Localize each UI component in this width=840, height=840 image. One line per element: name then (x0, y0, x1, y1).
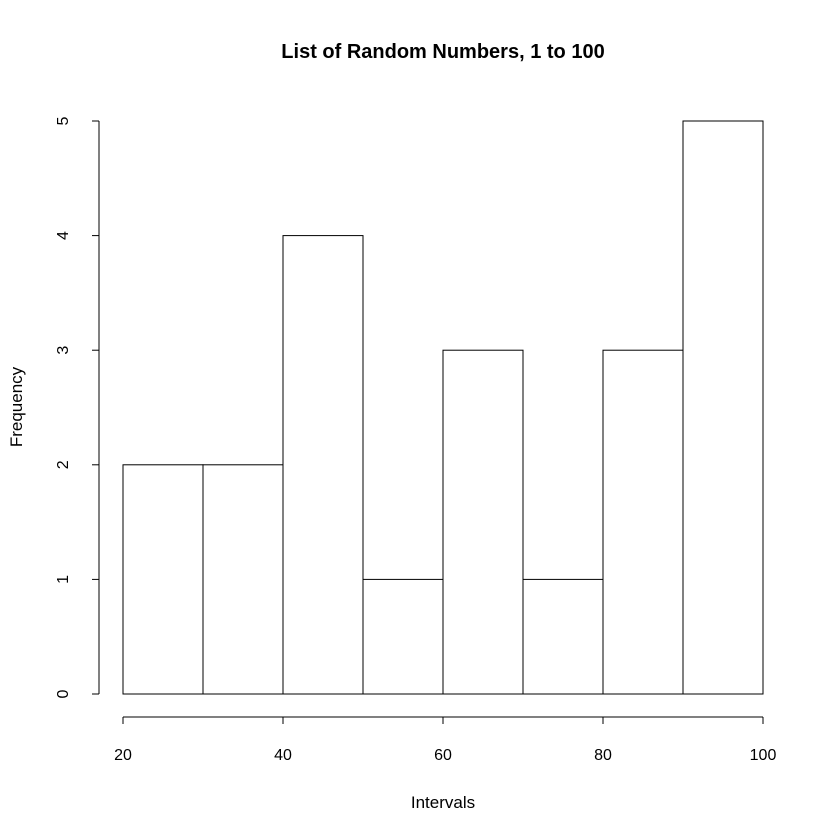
histogram-bar-5 (522, 578, 604, 695)
histogram-bar-6 (602, 349, 684, 695)
x-tick-label-80: 80 (594, 747, 612, 764)
histogram-bar-4 (442, 349, 524, 695)
y-tick-label-1: 1 (55, 575, 72, 584)
y-tick-label-0: 0 (55, 689, 72, 698)
x-tick-label-20: 20 (114, 747, 132, 764)
x-tick-label-100: 100 (750, 747, 777, 764)
bars-group (122, 120, 764, 695)
histogram-bar-3 (362, 578, 444, 695)
y-tick-label-2: 2 (55, 460, 72, 469)
histogram-bar-2 (282, 235, 364, 695)
histogram-bar-0 (122, 464, 204, 695)
x-tick-label-40: 40 (274, 747, 292, 764)
y-tick-label-4: 4 (55, 231, 72, 240)
y-axis: 0 1 2 3 4 5 (55, 116, 100, 698)
x-tick-label-60: 60 (434, 747, 452, 764)
chart-title: List of Random Numbers, 1 to 100 (281, 41, 604, 63)
y-tick-label-3: 3 (55, 346, 72, 355)
histogram-bar-7 (682, 120, 764, 695)
x-axis-label: Intervals (411, 793, 475, 812)
y-tick-label-5: 5 (55, 116, 72, 125)
y-axis-label: Frequency (7, 366, 26, 447)
histogram-bar-1 (202, 464, 284, 695)
x-axis: 20 40 60 80 100 (114, 716, 777, 764)
